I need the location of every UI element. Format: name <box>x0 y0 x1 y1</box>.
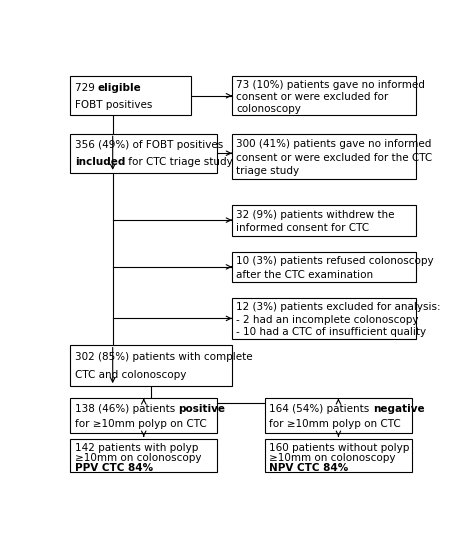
Bar <box>70 345 232 386</box>
Text: 160 patients without polyp: 160 patients without polyp <box>269 443 410 453</box>
Bar <box>70 134 217 173</box>
Text: ≥10mm on colonoscopy: ≥10mm on colonoscopy <box>75 453 201 463</box>
Bar <box>265 440 412 472</box>
Text: 32 (9%) patients withdrew the: 32 (9%) patients withdrew the <box>237 209 395 220</box>
Text: included: included <box>75 157 125 167</box>
Text: - 2 had an incomplete colonoscopy: - 2 had an incomplete colonoscopy <box>237 315 419 325</box>
Text: ≥10mm on colonoscopy: ≥10mm on colonoscopy <box>269 453 396 463</box>
Text: colonoscopy: colonoscopy <box>237 104 301 114</box>
Bar <box>232 298 416 339</box>
Text: FOBT positives: FOBT positives <box>75 100 152 110</box>
Text: for ≥10mm polyp on CTC: for ≥10mm polyp on CTC <box>269 419 401 430</box>
Text: consent or were excluded for: consent or were excluded for <box>237 92 389 102</box>
Text: NPV CTC 84%: NPV CTC 84% <box>269 463 348 473</box>
Text: 302 (85%) patients with complete: 302 (85%) patients with complete <box>75 352 252 362</box>
Text: PPV CTC 84%: PPV CTC 84% <box>75 463 153 473</box>
Bar <box>232 252 416 282</box>
Text: 356 (49%) of FOBT positives: 356 (49%) of FOBT positives <box>75 141 223 150</box>
Text: 12 (3%) patients excluded for analysis:: 12 (3%) patients excluded for analysis: <box>237 302 441 312</box>
Text: positive: positive <box>178 405 225 414</box>
Bar <box>232 134 416 179</box>
Text: 142 patients with polyp: 142 patients with polyp <box>75 443 198 453</box>
Text: 164 (54%) patients: 164 (54%) patients <box>269 405 373 414</box>
Text: informed consent for CTC: informed consent for CTC <box>237 223 369 233</box>
Text: eligible: eligible <box>98 83 142 93</box>
Text: 300 (41%) patients gave no informed: 300 (41%) patients gave no informed <box>237 139 432 149</box>
Text: after the CTC examination: after the CTC examination <box>237 270 374 280</box>
Text: CTC and colonoscopy: CTC and colonoscopy <box>75 370 186 380</box>
Text: - 10 had a CTC of insufficient quality: - 10 had a CTC of insufficient quality <box>237 327 427 337</box>
Bar <box>70 440 217 472</box>
Text: for CTC triage study: for CTC triage study <box>125 157 233 167</box>
Bar <box>70 76 191 115</box>
Text: 729: 729 <box>75 83 98 93</box>
Bar <box>232 205 416 236</box>
Bar <box>265 399 412 433</box>
Text: 73 (10%) patients gave no informed: 73 (10%) patients gave no informed <box>237 80 425 91</box>
Text: for ≥10mm polyp on CTC: for ≥10mm polyp on CTC <box>75 419 207 430</box>
Bar <box>232 76 416 115</box>
Text: 10 (3%) patients refused colonoscopy: 10 (3%) patients refused colonoscopy <box>237 256 434 266</box>
Text: negative: negative <box>373 405 425 414</box>
Text: consent or were excluded for the CTC: consent or were excluded for the CTC <box>237 152 433 163</box>
Bar <box>70 399 217 433</box>
Text: 138 (46%) patients: 138 (46%) patients <box>75 405 178 414</box>
Text: triage study: triage study <box>237 166 300 176</box>
